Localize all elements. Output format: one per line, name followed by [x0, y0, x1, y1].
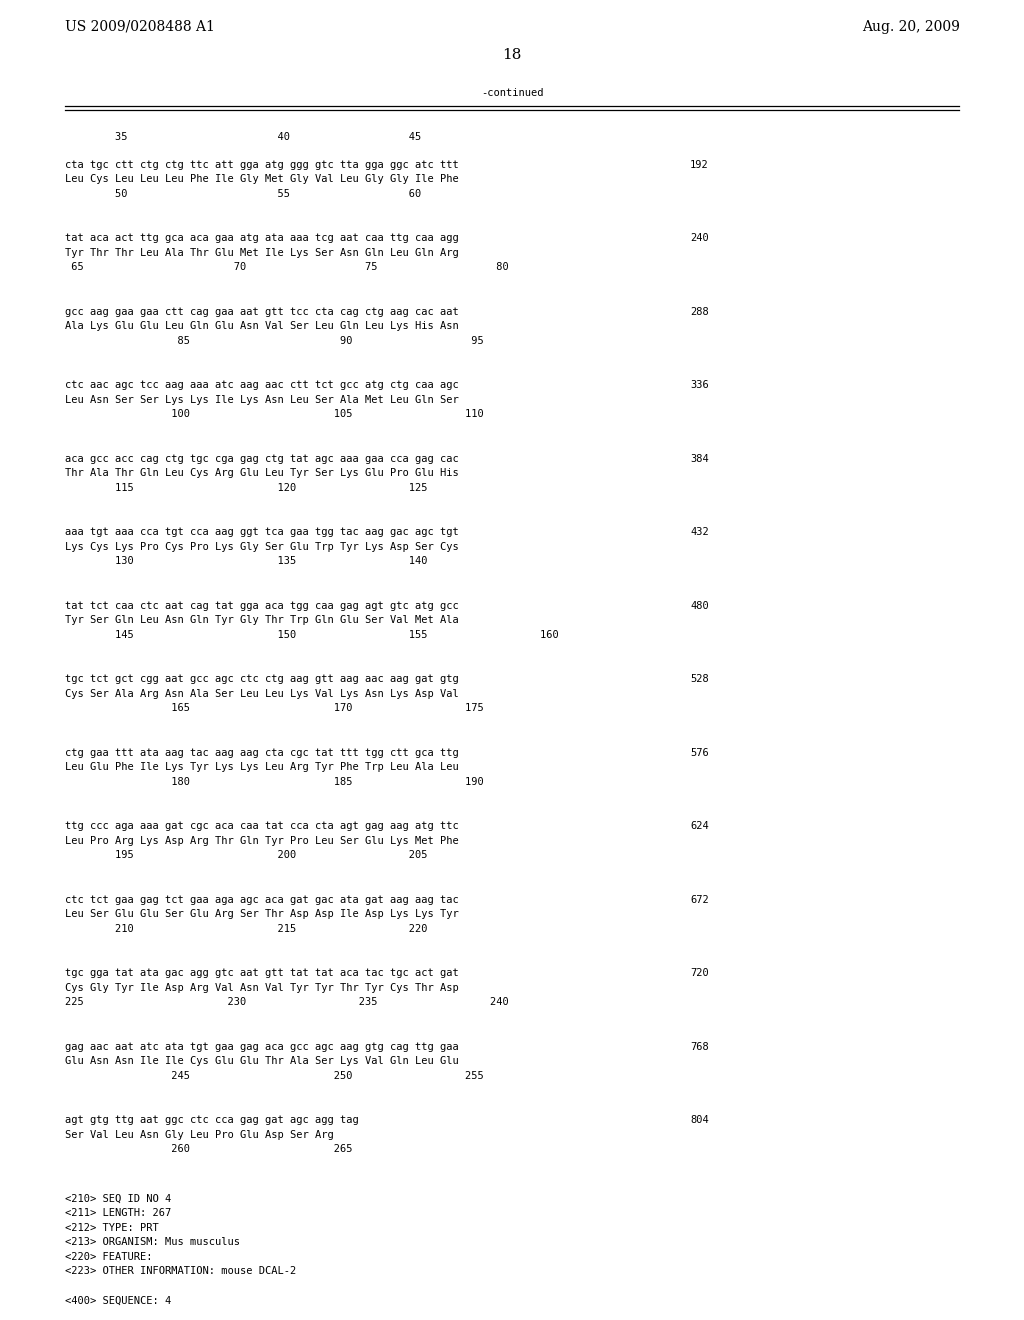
- Text: tgc tct gct cgg aat gcc agc ctc ctg aag gtt aag aac aag gat gtg: tgc tct gct cgg aat gcc agc ctc ctg aag …: [65, 675, 459, 685]
- Text: Lys Cys Lys Pro Cys Pro Lys Gly Ser Glu Trp Tyr Lys Asp Ser Cys: Lys Cys Lys Pro Cys Pro Lys Gly Ser Glu …: [65, 543, 459, 552]
- Text: 65                        70                   75                   80: 65 70 75 80: [65, 263, 509, 272]
- Text: 624: 624: [690, 821, 709, 832]
- Text: 288: 288: [690, 308, 709, 317]
- Text: US 2009/0208488 A1: US 2009/0208488 A1: [65, 20, 215, 34]
- Text: -continued: -continued: [480, 88, 544, 98]
- Text: 18: 18: [503, 48, 521, 62]
- Text: <213> ORGANISM: Mus musculus: <213> ORGANISM: Mus musculus: [65, 1237, 240, 1247]
- Text: 528: 528: [690, 675, 709, 685]
- Text: gag aac aat atc ata tgt gaa gag aca gcc agc aag gtg cag ttg gaa: gag aac aat atc ata tgt gaa gag aca gcc …: [65, 1041, 459, 1052]
- Text: Tyr Thr Thr Leu Ala Thr Glu Met Ile Lys Ser Asn Gln Leu Gln Arg: Tyr Thr Thr Leu Ala Thr Glu Met Ile Lys …: [65, 248, 459, 257]
- Text: Glu Asn Asn Ile Ile Cys Glu Glu Thr Ala Ser Lys Val Gln Leu Glu: Glu Asn Asn Ile Ile Cys Glu Glu Thr Ala …: [65, 1056, 459, 1067]
- Text: 195                       200                  205: 195 200 205: [65, 850, 427, 861]
- Text: Leu Pro Arg Lys Asp Arg Thr Gln Tyr Pro Leu Ser Glu Lys Met Phe: Leu Pro Arg Lys Asp Arg Thr Gln Tyr Pro …: [65, 836, 459, 846]
- Text: Leu Cys Leu Leu Leu Phe Ile Gly Met Gly Val Leu Gly Gly Ile Phe: Leu Cys Leu Leu Leu Phe Ile Gly Met Gly …: [65, 174, 459, 185]
- Text: 480: 480: [690, 601, 709, 611]
- Text: 240: 240: [690, 234, 709, 243]
- Text: Leu Ser Glu Glu Ser Glu Arg Ser Thr Asp Asp Ile Asp Lys Lys Tyr: Leu Ser Glu Glu Ser Glu Arg Ser Thr Asp …: [65, 909, 459, 920]
- Text: 768: 768: [690, 1041, 709, 1052]
- Text: Leu Asn Ser Ser Lys Lys Ile Lys Asn Leu Ser Ala Met Leu Gln Ser: Leu Asn Ser Ser Lys Lys Ile Lys Asn Leu …: [65, 395, 459, 405]
- Text: ctg gaa ttt ata aag tac aag aag cta cgc tat ttt tgg ctt gca ttg: ctg gaa ttt ata aag tac aag aag cta cgc …: [65, 748, 459, 758]
- Text: Leu Glu Phe Ile Lys Tyr Lys Lys Leu Arg Tyr Phe Trp Leu Ala Leu: Leu Glu Phe Ile Lys Tyr Lys Lys Leu Arg …: [65, 763, 459, 772]
- Text: Ala Lys Glu Glu Leu Gln Glu Asn Val Ser Leu Gln Leu Lys His Asn: Ala Lys Glu Glu Leu Gln Glu Asn Val Ser …: [65, 322, 459, 331]
- Text: agt gtg ttg aat ggc ctc cca gag gat agc agg tag: agt gtg ttg aat ggc ctc cca gag gat agc …: [65, 1115, 358, 1126]
- Text: <400> SEQUENCE: 4: <400> SEQUENCE: 4: [65, 1296, 171, 1305]
- Text: 180                       185                  190: 180 185 190: [65, 777, 483, 787]
- Text: 192: 192: [690, 160, 709, 170]
- Text: 100                       105                  110: 100 105 110: [65, 409, 483, 420]
- Text: 432: 432: [690, 528, 709, 537]
- Text: ctc aac agc tcc aag aaa atc aag aac ctt tct gcc atg ctg caa agc: ctc aac agc tcc aag aaa atc aag aac ctt …: [65, 380, 459, 391]
- Text: Ser Val Leu Asn Gly Leu Pro Glu Asp Ser Arg: Ser Val Leu Asn Gly Leu Pro Glu Asp Ser …: [65, 1130, 334, 1140]
- Text: 672: 672: [690, 895, 709, 906]
- Text: 35                        40                   45: 35 40 45: [65, 132, 421, 143]
- Text: 336: 336: [690, 380, 709, 391]
- Text: <220> FEATURE:: <220> FEATURE:: [65, 1251, 153, 1262]
- Text: 85                        90                   95: 85 90 95: [65, 337, 483, 346]
- Text: Cys Gly Tyr Ile Asp Arg Val Asn Val Tyr Tyr Thr Tyr Cys Thr Asp: Cys Gly Tyr Ile Asp Arg Val Asn Val Tyr …: [65, 983, 459, 993]
- Text: Cys Ser Ala Arg Asn Ala Ser Leu Leu Lys Val Lys Asn Lys Asp Val: Cys Ser Ala Arg Asn Ala Ser Leu Leu Lys …: [65, 689, 459, 700]
- Text: 804: 804: [690, 1115, 709, 1126]
- Text: 115                       120                  125: 115 120 125: [65, 483, 427, 492]
- Text: 225                       230                  235                  240: 225 230 235 240: [65, 998, 509, 1007]
- Text: 260                       265: 260 265: [65, 1144, 352, 1155]
- Text: Tyr Ser Gln Leu Asn Gln Tyr Gly Thr Trp Gln Glu Ser Val Met Ala: Tyr Ser Gln Leu Asn Gln Tyr Gly Thr Trp …: [65, 615, 459, 626]
- Text: 210                       215                  220: 210 215 220: [65, 924, 427, 935]
- Text: Aug. 20, 2009: Aug. 20, 2009: [862, 20, 961, 34]
- Text: 130                       135                  140: 130 135 140: [65, 557, 427, 566]
- Text: 145                       150                  155                  160: 145 150 155 160: [65, 630, 559, 640]
- Text: <211> LENGTH: 267: <211> LENGTH: 267: [65, 1209, 171, 1218]
- Text: <212> TYPE: PRT: <212> TYPE: PRT: [65, 1224, 159, 1233]
- Text: tgc gga tat ata gac agg gtc aat gtt tat tat aca tac tgc act gat: tgc gga tat ata gac agg gtc aat gtt tat …: [65, 969, 459, 978]
- Text: aaa tgt aaa cca tgt cca aag ggt tca gaa tgg tac aag gac agc tgt: aaa tgt aaa cca tgt cca aag ggt tca gaa …: [65, 528, 459, 537]
- Text: <210> SEQ ID NO 4: <210> SEQ ID NO 4: [65, 1195, 171, 1204]
- Text: gcc aag gaa gaa ctt cag gaa aat gtt tcc cta cag ctg aag cac aat: gcc aag gaa gaa ctt cag gaa aat gtt tcc …: [65, 308, 459, 317]
- Text: 165                       170                  175: 165 170 175: [65, 704, 483, 714]
- Text: ttg ccc aga aaa gat cgc aca caa tat cca cta agt gag aag atg ttc: ttg ccc aga aaa gat cgc aca caa tat cca …: [65, 821, 459, 832]
- Text: 245                       250                  255: 245 250 255: [65, 1071, 483, 1081]
- Text: cta tgc ctt ctg ctg ttc att gga atg ggg gtc tta gga ggc atc ttt: cta tgc ctt ctg ctg ttc att gga atg ggg …: [65, 160, 459, 170]
- Text: 384: 384: [690, 454, 709, 465]
- Text: tat aca act ttg gca aca gaa atg ata aaa tcg aat caa ttg caa agg: tat aca act ttg gca aca gaa atg ata aaa …: [65, 234, 459, 243]
- Text: 50                        55                   60: 50 55 60: [65, 189, 421, 199]
- Text: <223> OTHER INFORMATION: mouse DCAL-2: <223> OTHER INFORMATION: mouse DCAL-2: [65, 1266, 296, 1276]
- Text: 720: 720: [690, 969, 709, 978]
- Text: aca gcc acc cag ctg tgc cga gag ctg tat agc aaa gaa cca gag cac: aca gcc acc cag ctg tgc cga gag ctg tat …: [65, 454, 459, 465]
- Text: 576: 576: [690, 748, 709, 758]
- Text: ctc tct gaa gag tct gaa aga agc aca gat gac ata gat aag aag tac: ctc tct gaa gag tct gaa aga agc aca gat …: [65, 895, 459, 906]
- Text: Thr Ala Thr Gln Leu Cys Arg Glu Leu Tyr Ser Lys Glu Pro Glu His: Thr Ala Thr Gln Leu Cys Arg Glu Leu Tyr …: [65, 469, 459, 478]
- Text: tat tct caa ctc aat cag tat gga aca tgg caa gag agt gtc atg gcc: tat tct caa ctc aat cag tat gga aca tgg …: [65, 601, 459, 611]
